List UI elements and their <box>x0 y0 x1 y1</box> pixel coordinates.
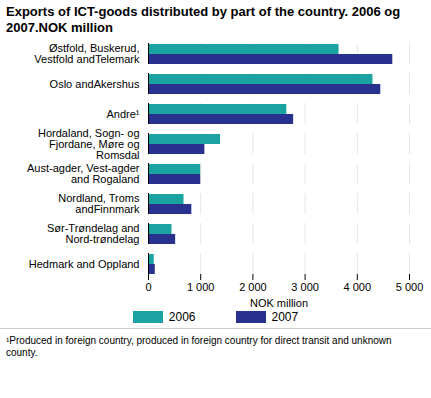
svg-text:Hordaland, Sogn- ogFjordane, M: Hordaland, Sogn- ogFjordane, Møre ogRoms… <box>38 127 140 161</box>
svg-text:2 000: 2 000 <box>239 281 267 293</box>
svg-text:Nordland, TromsandFinnmark: Nordland, TromsandFinnmark <box>58 192 140 215</box>
svg-text:Sør-Trøndelag andNord-trøndela: Sør-Trøndelag andNord-trøndelag <box>47 222 140 245</box>
svg-text:Andre¹: Andre¹ <box>106 108 139 120</box>
svg-text:NOK million: NOK million <box>250 297 308 309</box>
html-text:2006: 2006 <box>168 310 196 324</box>
svg-text:Aust-agder, Vest-agderand Roga: Aust-agder, Vest-agderand Rogaland <box>27 162 140 185</box>
html-text:2007: 2007 <box>271 310 299 324</box>
svg-text:3 000: 3 000 <box>291 281 319 293</box>
svg-text:1 000: 1 000 <box>187 281 215 293</box>
svg-text:0: 0 <box>145 281 151 293</box>
svg-text:5 000: 5 000 <box>396 281 424 293</box>
svg-text:Oslo andAkershus: Oslo andAkershus <box>50 78 140 90</box>
html-text:¹Produced in foreign country,: ¹Produced in foreign country, produced i… <box>6 335 392 358</box>
svg-text:4 000: 4 000 <box>344 281 372 293</box>
svg-text:Østfold, Buskerud,Vestfold and: Østfold, Buskerud,Vestfold andTelemark <box>34 42 140 65</box>
svg-text:Hedmark and Oppland: Hedmark and Oppland <box>29 258 140 270</box>
html-text:Exports of ICT-goods distribut: Exports of ICT-goods distributed by part… <box>6 4 401 35</box>
